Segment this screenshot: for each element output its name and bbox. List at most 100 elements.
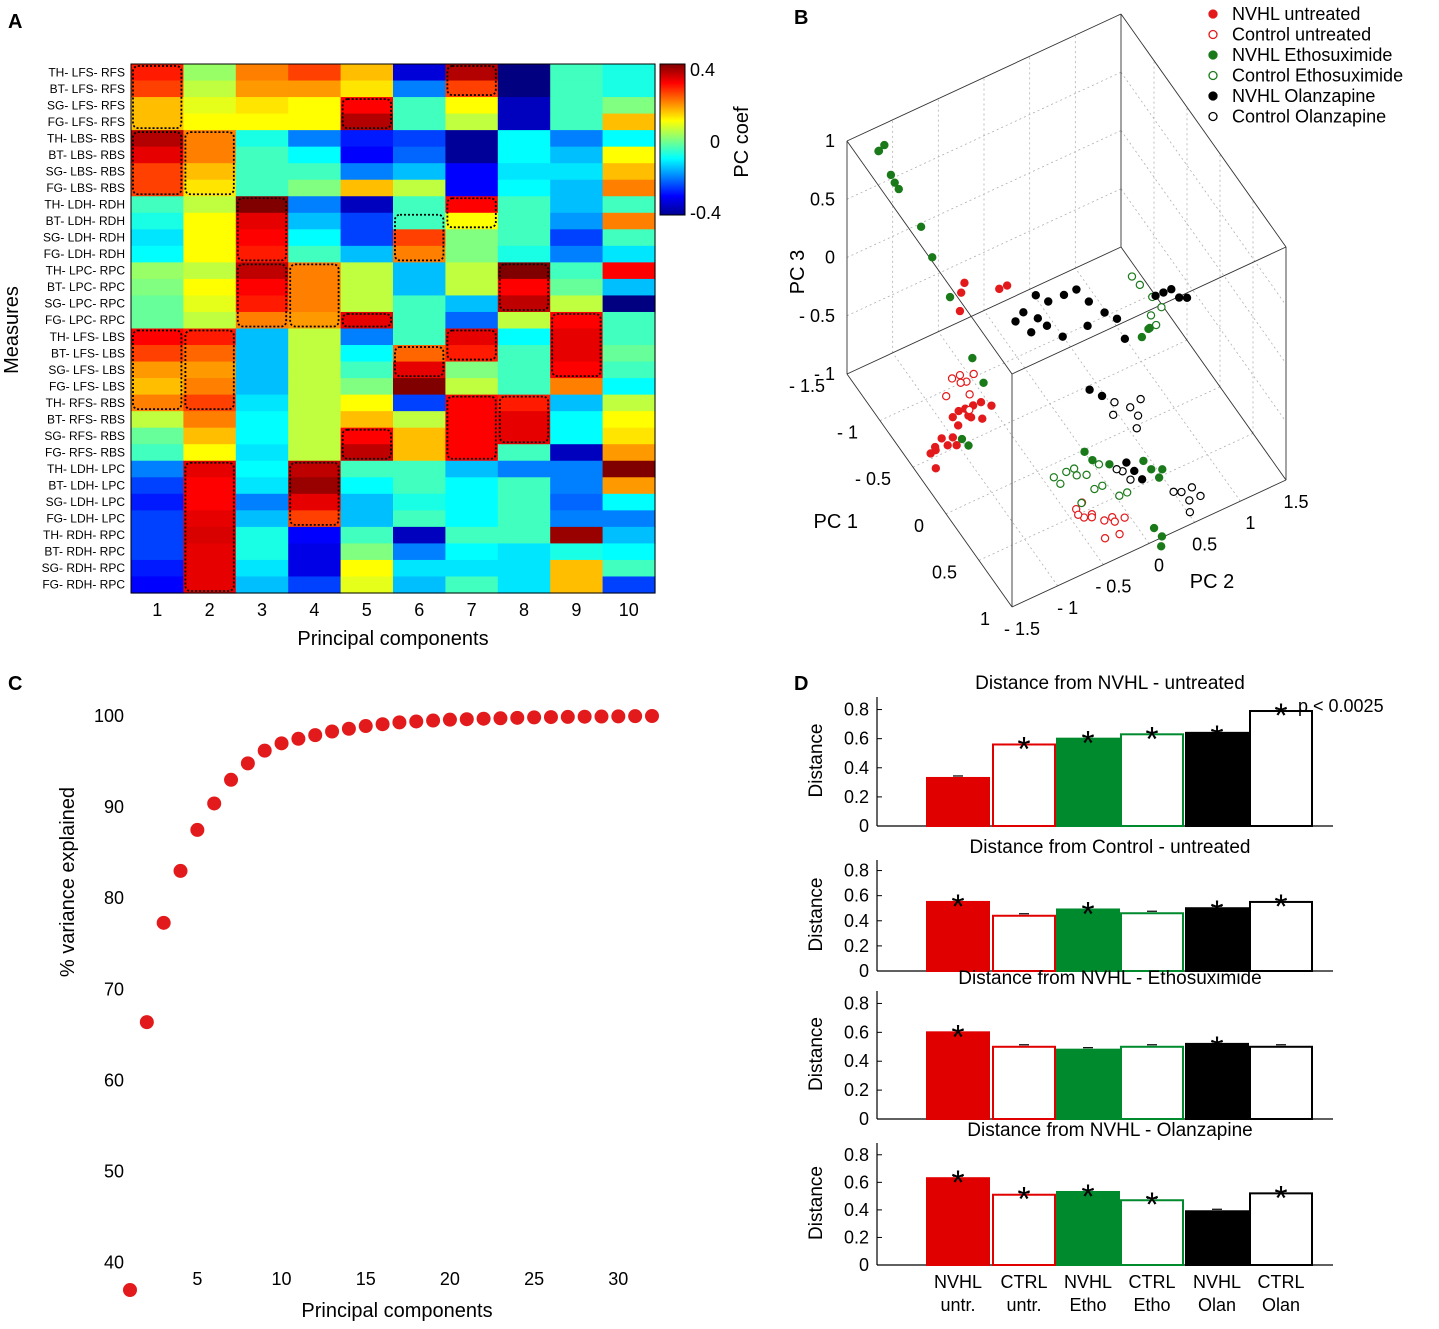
heatmap-cell xyxy=(445,510,499,528)
heatmap-row-label: SG- LDH- LPC xyxy=(46,495,126,509)
heatmap-highlight-box xyxy=(184,461,235,592)
heatmap-cell xyxy=(497,361,551,379)
heatmap-cell xyxy=(340,130,394,148)
scatter-point xyxy=(1126,475,1135,484)
heatmap-cell xyxy=(340,493,394,511)
heatmap-cell xyxy=(183,179,237,197)
heatmap-highlight-box xyxy=(446,197,497,229)
scatter-point xyxy=(1133,411,1143,420)
d-bar xyxy=(992,914,1056,972)
d-subplot-title: Distance from Control - untreated xyxy=(970,837,1251,858)
heatmap-cell xyxy=(131,212,184,230)
c-data-point xyxy=(645,709,659,723)
heatmap-cell xyxy=(602,576,656,594)
d-y-tick-label: 0.6 xyxy=(844,886,869,906)
heatmap-cell xyxy=(340,526,394,545)
heatmap-cell xyxy=(393,526,446,545)
heatmap-cell xyxy=(131,311,184,330)
heatmap-cell xyxy=(445,477,499,495)
scatter-point xyxy=(1069,464,1079,473)
scatter-point xyxy=(1149,523,1159,533)
3d-box-edges xyxy=(846,13,1287,608)
heatmap-cell xyxy=(183,477,237,495)
heatmap-cell xyxy=(550,477,604,495)
c-y-tick-label: 90 xyxy=(104,797,124,817)
scatter-point xyxy=(1157,302,1166,312)
heatmap-cell xyxy=(340,411,394,429)
heatmap-cell xyxy=(602,130,656,148)
scatter-point xyxy=(1157,532,1167,541)
heatmap-cell xyxy=(602,229,656,247)
d-category-label: Etho xyxy=(1069,1295,1106,1315)
heatmap-cell xyxy=(393,179,446,197)
heatmap-cell xyxy=(235,212,289,230)
scatter-point xyxy=(1147,465,1156,474)
heatmap-cell xyxy=(393,328,446,346)
heatmap-cell xyxy=(445,526,499,545)
panel-letter-a: A xyxy=(8,11,22,33)
scatter-point xyxy=(1100,308,1109,317)
heatmap-cell xyxy=(340,311,394,330)
heatmap-cell xyxy=(235,493,289,511)
heatmap-cell xyxy=(340,179,394,197)
scatter-point xyxy=(1044,297,1053,306)
heatmap-cell xyxy=(183,146,237,164)
scatter-point xyxy=(1073,510,1083,519)
scatter-point xyxy=(1185,496,1194,505)
scatter-point xyxy=(1098,481,1107,490)
heatmap-cell xyxy=(131,543,184,561)
heatmap-cell xyxy=(497,394,551,412)
scatter-point xyxy=(1146,311,1156,320)
heatmap-cell xyxy=(131,262,184,280)
scatter-point xyxy=(1137,332,1147,342)
c-x-tick-label: 25 xyxy=(524,1269,544,1289)
scatter-point xyxy=(1120,513,1129,522)
scatter-point xyxy=(937,434,946,443)
d-subplots: Distance from NVHL - untreated 0 0.2 0.4 0.6… xyxy=(806,673,1333,1275)
d-y-tick-label: 0.8 xyxy=(844,861,869,881)
d-y-tick-label: 0.2 xyxy=(844,1080,869,1100)
d-bar xyxy=(1120,733,1184,827)
heatmap-cell xyxy=(497,526,551,545)
d-significance-star: * xyxy=(1017,1181,1030,1219)
heatmap-cell xyxy=(497,278,551,297)
heatmap-cell xyxy=(445,179,499,197)
heatmap-cell xyxy=(235,146,289,164)
heatmap-cell xyxy=(393,97,446,115)
heatmap-column-label: 1 xyxy=(152,600,162,620)
heatmap-cell xyxy=(340,543,394,561)
heatmap-highlight-box xyxy=(236,263,288,328)
d-bar xyxy=(992,1193,1056,1266)
d-significance-star: * xyxy=(1274,888,1287,926)
d-bar xyxy=(1120,912,1184,972)
heatmap-cell xyxy=(393,493,446,511)
heatmap-cell xyxy=(131,80,184,98)
heatmap-row-label: BT- LFS- LBS xyxy=(51,346,125,360)
heatmap-cell xyxy=(445,113,499,131)
heatmap-cell xyxy=(288,460,342,478)
heatmap-cell xyxy=(288,146,342,164)
heatmap-cell xyxy=(340,212,394,230)
heatmap-cell xyxy=(445,311,499,330)
heatmap-cell xyxy=(602,444,656,462)
d-y-tick-label: 0.2 xyxy=(844,1227,869,1247)
heatmap-highlight-box xyxy=(446,329,497,361)
scatter-point xyxy=(931,464,941,473)
legend-marker xyxy=(1208,50,1218,60)
scatter-point xyxy=(1154,473,1164,482)
heatmap-cell xyxy=(131,394,184,412)
heatmap-row-label: TH- RFS- RBS xyxy=(46,396,125,410)
heatmap-cell xyxy=(131,245,184,263)
legend-label: NVHL Ethosuximide xyxy=(1232,45,1392,65)
heatmap-cell xyxy=(445,427,499,445)
heatmap-cell xyxy=(602,163,656,181)
heatmap-cell xyxy=(183,378,237,396)
heatmap-cell xyxy=(445,163,499,181)
pc1-tick-label: - 1.5 xyxy=(789,376,825,396)
heatmap-cell xyxy=(288,493,342,511)
heatmap-cell xyxy=(183,262,237,280)
legend-marker xyxy=(1208,9,1218,19)
scatter-point xyxy=(1002,281,1012,290)
3d-axis-ticks: - 1.5- 1- 0.500.51- 1.5- 1- 0.500.511.51… xyxy=(789,131,1309,639)
d-y-tick-label: 0 xyxy=(859,1255,869,1275)
